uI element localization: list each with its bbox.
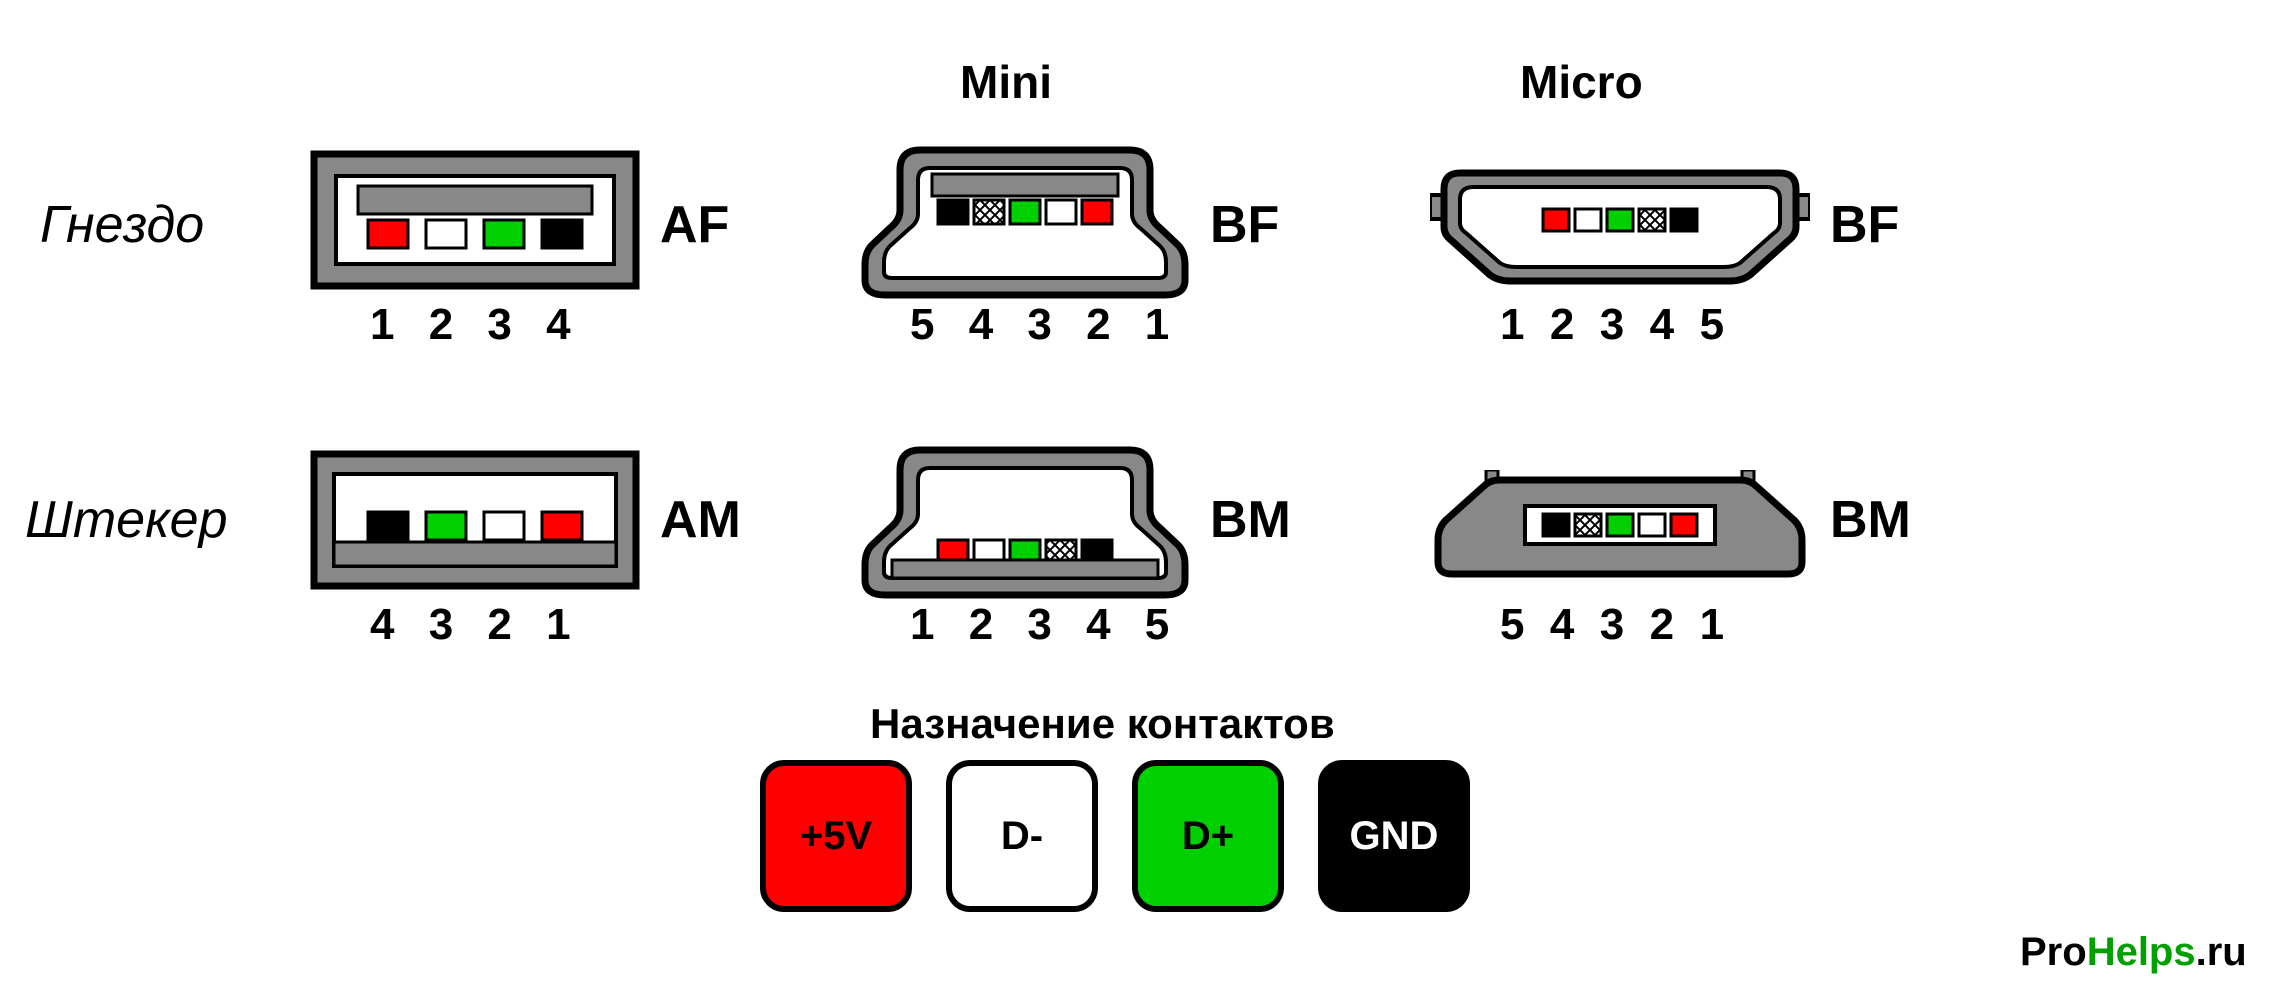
watermark-post: .ru xyxy=(2196,930,2247,974)
connector-af xyxy=(310,150,640,290)
watermark-pre: Pro xyxy=(2020,930,2087,974)
legend: +5VD-D+GND xyxy=(760,760,1470,912)
pinnums-mini-bm: 1 2 3 4 5 xyxy=(910,600,1180,650)
row-label-female: Гнездо xyxy=(40,195,204,255)
legend-item: +5V xyxy=(760,760,912,912)
row-label-male: Штекер xyxy=(25,490,228,550)
pinnums-mini-bf: 5 4 3 2 1 xyxy=(910,300,1180,350)
pinnums-af: 1 2 3 4 xyxy=(370,300,582,350)
col-header-micro: Micro xyxy=(1520,55,1643,109)
legend-item: GND xyxy=(1318,760,1470,912)
connector-micro-bf xyxy=(1430,165,1810,285)
label-af: AF xyxy=(660,195,729,255)
pinnums-micro-bf: 1 2 3 4 5 xyxy=(1500,300,1731,350)
legend-item: D- xyxy=(946,760,1098,912)
label-mini-bm: BM xyxy=(1210,490,1291,550)
legend-title: Назначение контактов xyxy=(870,700,1335,748)
col-header-mini: Mini xyxy=(960,55,1052,109)
label-micro-bm: BM xyxy=(1830,490,1911,550)
label-mini-bf: BF xyxy=(1210,195,1279,255)
pinnums-micro-bm: 5 4 3 2 1 xyxy=(1500,600,1731,650)
label-micro-bf: BF xyxy=(1830,195,1899,255)
connector-mini-bm xyxy=(860,440,1190,600)
pinnums-am: 4 3 2 1 xyxy=(370,600,582,650)
connector-micro-bm xyxy=(1430,470,1810,580)
connector-am xyxy=(310,450,640,590)
watermark-mid: Helps xyxy=(2087,930,2196,974)
watermark: ProHelps.ru xyxy=(2020,930,2247,975)
legend-item: D+ xyxy=(1132,760,1284,912)
connector-mini-bf xyxy=(860,140,1190,300)
label-am: AM xyxy=(660,490,741,550)
